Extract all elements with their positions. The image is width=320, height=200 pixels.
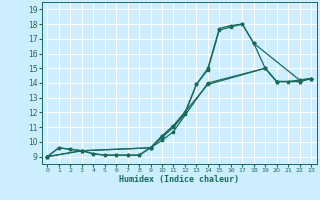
X-axis label: Humidex (Indice chaleur): Humidex (Indice chaleur) (119, 175, 239, 184)
